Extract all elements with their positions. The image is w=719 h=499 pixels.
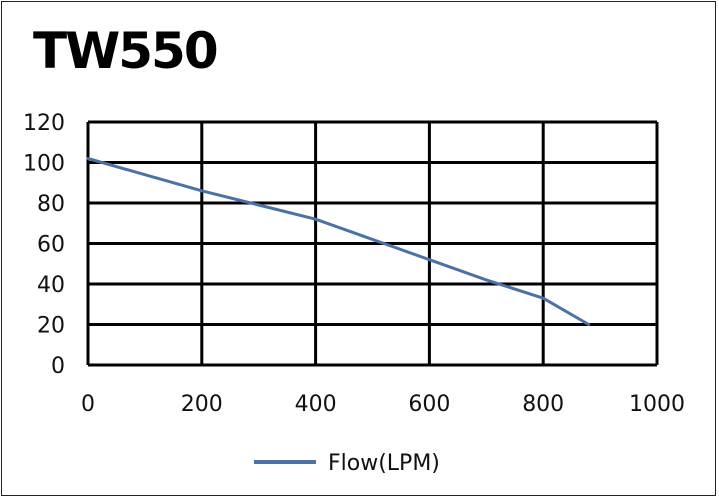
grid-lines bbox=[86, 120, 659, 367]
series-line-0 bbox=[86, 157, 591, 326]
legend: Flow(LPM) bbox=[254, 451, 440, 476]
y-tick-label: 100 bbox=[23, 152, 65, 177]
y-tick-label: 0 bbox=[51, 354, 65, 379]
x-tick-labels: 0 200 400 600 800 1000 bbox=[81, 392, 685, 417]
y-tick-labels: 0 20 40 60 80 100 120 bbox=[23, 111, 65, 379]
series-layer bbox=[86, 157, 591, 326]
legend-label: Flow(LPM) bbox=[328, 451, 440, 476]
x-tick-label: 0 bbox=[81, 392, 95, 417]
x-tick-label: 600 bbox=[408, 392, 450, 417]
y-tick-label: 60 bbox=[37, 233, 65, 258]
y-tick-label: 80 bbox=[37, 192, 65, 217]
chart-title: TW550 bbox=[33, 22, 219, 80]
x-tick-label: 800 bbox=[522, 392, 564, 417]
y-tick-label: 20 bbox=[37, 314, 65, 339]
x-tick-label: 400 bbox=[295, 392, 337, 417]
y-tick-label: 40 bbox=[37, 273, 65, 298]
x-tick-label: 200 bbox=[181, 392, 223, 417]
x-tick-label: 1000 bbox=[629, 392, 685, 417]
y-tick-label: 120 bbox=[23, 111, 65, 136]
